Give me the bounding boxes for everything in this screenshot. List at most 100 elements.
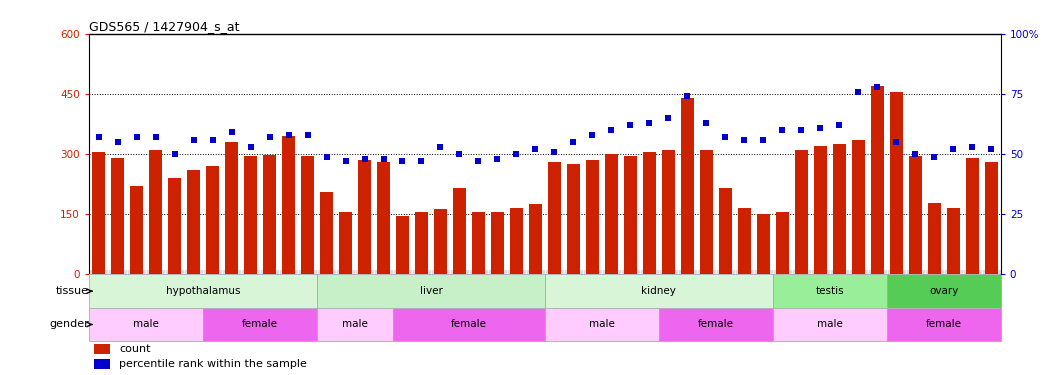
Text: ovary: ovary xyxy=(930,286,959,296)
Text: GDS565 / 1427904_s_at: GDS565 / 1427904_s_at xyxy=(89,20,240,33)
Point xyxy=(679,93,696,99)
Bar xyxy=(358,160,371,274)
Bar xyxy=(225,142,238,274)
Point xyxy=(489,156,506,162)
Bar xyxy=(529,204,542,274)
Point xyxy=(983,146,1000,152)
Point xyxy=(451,151,467,157)
Point xyxy=(926,153,943,159)
Bar xyxy=(738,208,750,274)
Bar xyxy=(492,212,504,274)
Point xyxy=(508,151,525,157)
Text: male: male xyxy=(589,320,615,330)
Point xyxy=(261,134,278,140)
Bar xyxy=(966,158,979,274)
Text: percentile rank within the sample: percentile rank within the sample xyxy=(119,359,307,369)
Bar xyxy=(93,359,110,369)
Point xyxy=(167,151,183,157)
Text: male: male xyxy=(133,320,159,330)
Bar xyxy=(203,308,316,341)
Bar xyxy=(681,98,694,274)
Point xyxy=(660,115,677,121)
Point xyxy=(413,158,430,164)
Point xyxy=(793,127,810,133)
Point xyxy=(565,139,582,145)
Bar xyxy=(985,162,998,274)
Point xyxy=(755,136,771,142)
Bar xyxy=(302,156,313,274)
Point xyxy=(603,127,619,133)
Point xyxy=(299,132,315,138)
Bar xyxy=(700,150,713,274)
Point xyxy=(432,144,449,150)
Bar xyxy=(662,150,675,274)
Text: male: male xyxy=(342,320,368,330)
Bar xyxy=(871,86,883,274)
Point xyxy=(546,149,563,155)
Point xyxy=(375,156,392,162)
Point xyxy=(698,120,715,126)
Text: tissue: tissue xyxy=(57,286,89,296)
Point xyxy=(185,136,202,142)
Point xyxy=(869,84,886,90)
Point xyxy=(888,139,904,145)
Point xyxy=(356,156,373,162)
Bar xyxy=(188,170,200,274)
Text: female: female xyxy=(925,320,962,330)
Point xyxy=(471,158,487,164)
Point xyxy=(337,158,354,164)
Point xyxy=(736,136,752,142)
Bar xyxy=(887,274,1001,308)
Bar xyxy=(548,162,561,274)
Bar xyxy=(545,308,659,341)
Bar xyxy=(606,154,617,274)
Point xyxy=(223,129,240,135)
Point xyxy=(850,88,867,94)
Bar xyxy=(473,212,484,274)
Point xyxy=(584,132,601,138)
Bar xyxy=(545,274,772,308)
Bar xyxy=(758,214,769,274)
Bar xyxy=(947,208,960,274)
Text: hypothalamus: hypothalamus xyxy=(166,286,240,296)
Bar xyxy=(316,274,545,308)
Text: female: female xyxy=(242,320,278,330)
Bar xyxy=(719,188,732,274)
Point xyxy=(242,144,259,150)
Bar xyxy=(111,158,124,274)
Bar xyxy=(890,92,902,274)
Bar xyxy=(130,186,143,274)
Bar xyxy=(316,308,393,341)
Point xyxy=(280,132,297,138)
Point xyxy=(394,158,411,164)
Bar xyxy=(910,156,921,274)
Point xyxy=(774,127,791,133)
Point xyxy=(717,134,734,140)
Point xyxy=(128,134,145,140)
Bar xyxy=(567,164,580,274)
Bar xyxy=(852,140,865,274)
Bar xyxy=(795,150,808,274)
Bar xyxy=(625,156,636,274)
Point xyxy=(641,120,658,126)
Bar xyxy=(833,144,846,274)
Bar xyxy=(92,152,105,274)
Bar xyxy=(169,178,180,274)
Point xyxy=(964,144,981,150)
Bar xyxy=(659,308,772,341)
Point xyxy=(623,122,639,128)
Bar xyxy=(321,192,332,274)
Bar xyxy=(777,212,788,274)
Point xyxy=(831,122,848,128)
Bar xyxy=(772,274,887,308)
Bar xyxy=(263,155,276,274)
Point xyxy=(204,136,221,142)
Bar xyxy=(887,308,1001,341)
Bar xyxy=(510,208,523,274)
Text: female: female xyxy=(451,320,487,330)
Bar xyxy=(93,344,110,354)
Text: gender: gender xyxy=(49,320,89,330)
Point xyxy=(147,134,163,140)
Point xyxy=(945,146,962,152)
Bar xyxy=(244,156,257,274)
